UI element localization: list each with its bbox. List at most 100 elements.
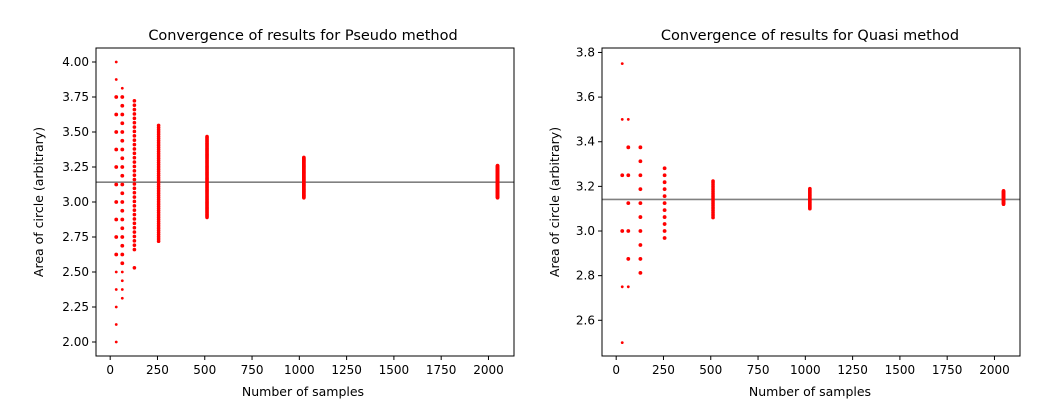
data-point (120, 279, 124, 283)
data-point (132, 177, 137, 182)
data-point (662, 229, 667, 233)
data-point (132, 225, 137, 230)
x-tick-label: 1000 (284, 363, 315, 377)
y-tick-label: 3.6 (576, 90, 595, 104)
data-point (120, 288, 124, 291)
data-point (114, 165, 119, 169)
data-point (132, 116, 137, 121)
data-point (132, 138, 137, 143)
chart-title: Convergence of results for Pseudo method (148, 28, 457, 44)
data-point (1001, 189, 1006, 193)
x-tick-label: 1250 (331, 363, 362, 377)
data-point (620, 229, 625, 233)
data-point (114, 112, 119, 117)
data-point (132, 195, 137, 199)
data-point (120, 173, 125, 178)
data-point (120, 200, 125, 204)
data-point (132, 173, 137, 178)
data-point (662, 215, 667, 219)
data-point (132, 234, 137, 239)
x-tick-label: 0 (612, 363, 620, 377)
pseudo-chart: Convergence of results for Pseudo method… (31, 28, 515, 399)
data-point (132, 164, 137, 169)
data-point (662, 236, 667, 240)
data-point (120, 130, 125, 134)
y-tick-label: 3.0 (576, 224, 595, 238)
data-point (120, 103, 125, 108)
data-point (626, 173, 631, 178)
x-tick-label: 250 (652, 363, 675, 377)
data-point (662, 166, 667, 171)
y-axis-label: Area of circle (arbitrary) (547, 127, 562, 277)
y-tick-label: 2.75 (62, 230, 89, 244)
chart-title: Convergence of results for Quasi method (661, 28, 959, 44)
data-point (626, 257, 631, 261)
data-point (132, 112, 137, 116)
y-axis-label: Area of circle (arbitrary) (31, 127, 46, 277)
data-point (132, 125, 137, 129)
data-point (132, 217, 137, 221)
x-tick-label: 1750 (426, 363, 457, 377)
data-point (120, 235, 125, 239)
y-tick-label: 2.8 (576, 269, 595, 283)
data-point (662, 187, 667, 192)
data-point (120, 182, 125, 187)
data-point (120, 226, 125, 231)
data-point (132, 199, 137, 204)
data-point (132, 134, 137, 138)
data-point (620, 285, 624, 289)
plot-area: 0 250 500 750 1000 1250 1500 1750 2000 2.00 2.25 2.… (62, 47, 515, 377)
data-point (114, 323, 118, 326)
data-point (120, 156, 125, 161)
data-point (114, 235, 119, 239)
data-point (114, 182, 119, 187)
data-point (662, 208, 667, 212)
x-tick-label: 1500 (885, 363, 916, 377)
data-point (638, 243, 643, 247)
x-tick-label: 1500 (379, 363, 410, 377)
x-tick-label: 0 (106, 363, 114, 377)
data-point (620, 118, 624, 121)
y-tick-label: 3.4 (576, 135, 595, 149)
y-tick-label: 4.00 (62, 55, 89, 69)
data-point (662, 222, 667, 226)
data-point (638, 215, 643, 219)
data-point (711, 179, 715, 183)
x-tick-label: 250 (146, 363, 169, 377)
y-tick-label: 2.6 (576, 313, 595, 327)
x-tick-label: 750 (747, 363, 770, 377)
data-point (120, 217, 125, 222)
data-point (620, 341, 624, 345)
data-point (620, 62, 624, 66)
data-point (132, 239, 137, 243)
data-point (120, 165, 125, 169)
data-point (132, 155, 137, 160)
data-point (495, 163, 500, 168)
data-point (114, 305, 118, 309)
data-point (132, 243, 137, 248)
data-point (114, 270, 118, 274)
data-point (662, 194, 667, 199)
x-axis-label: Number of samples (749, 384, 871, 399)
data-point (120, 270, 124, 274)
y-tick-label: 3.2 (576, 179, 595, 193)
data-point (626, 145, 631, 150)
x-tick-label: 1000 (790, 363, 821, 377)
data-point (114, 78, 118, 81)
axes-frame (601, 47, 1021, 357)
data-point (620, 173, 625, 178)
x-tick-label: 1750 (932, 363, 963, 377)
data-point (120, 138, 125, 143)
data-point (132, 247, 137, 252)
quasi-chart: Convergence of results for Quasi method … (547, 28, 1021, 399)
data-point (132, 129, 137, 134)
data-point (120, 121, 125, 126)
data-point (662, 173, 667, 178)
y-tick-label: 3.25 (62, 160, 89, 174)
x-tick-label: 2000 (473, 363, 504, 377)
data-point (132, 208, 137, 213)
data-point (808, 186, 812, 191)
data-point (132, 151, 137, 156)
data-point (114, 200, 119, 204)
